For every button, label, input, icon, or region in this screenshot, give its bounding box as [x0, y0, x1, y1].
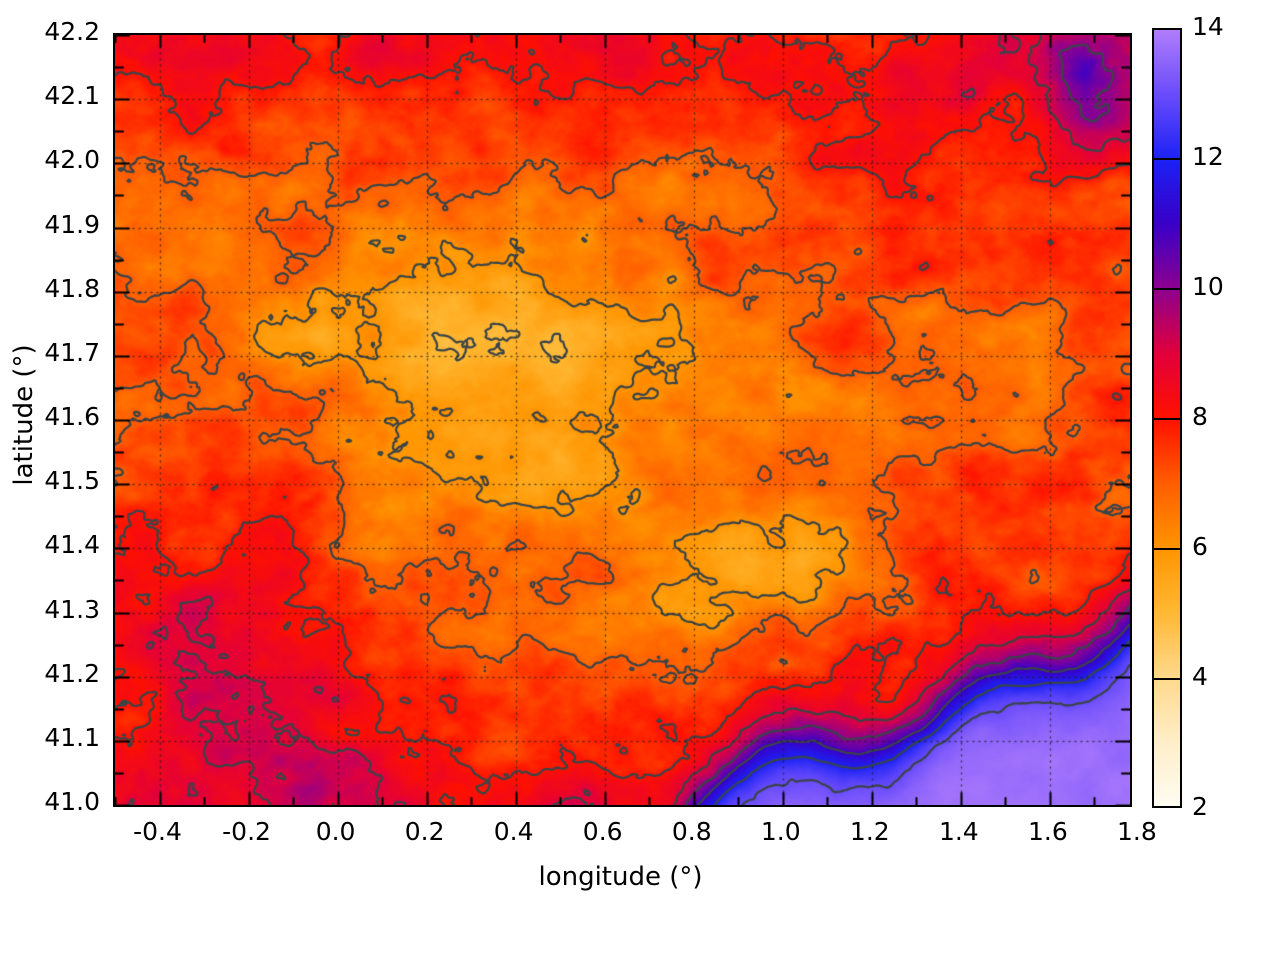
x-axis-label: longitude (°)	[538, 862, 703, 892]
x-tick-label: 0.8	[671, 817, 712, 846]
x-tick-label: 0.2	[404, 817, 445, 846]
y-tick-label: 41.4	[44, 530, 100, 560]
colorbar-tick-mark	[1152, 158, 1182, 160]
y-tick-label: 41.5	[44, 466, 100, 496]
y-tick-label: 41.1	[44, 722, 100, 752]
x-tick-label: 1.0	[760, 817, 801, 846]
colorbar-tick-mark	[1152, 288, 1182, 290]
y-tick-label: 41.3	[44, 594, 100, 624]
x-tick-label: 1.2	[849, 817, 890, 846]
y-tick-label: 41.6	[44, 402, 100, 431]
colorbar-tick-mark	[1152, 418, 1182, 420]
x-tick-label: 0.4	[493, 817, 534, 846]
y-tick-label: 41.8	[44, 273, 100, 303]
y-tick-label: 41.9	[44, 209, 100, 239]
x-tick-label: 1.6	[1027, 817, 1068, 846]
y-tick-label: 42.1	[44, 81, 100, 111]
x-tick-label: -0.2	[222, 817, 271, 846]
colorbar-tick-label: 10	[1192, 272, 1224, 301]
y-tick-label: 42.2	[44, 17, 100, 46]
colorbar-tick-label: 12	[1192, 142, 1224, 171]
x-tick-label: 1.4	[938, 817, 979, 846]
x-tick-label: -0.4	[133, 817, 182, 846]
y-tick-label: 42.0	[44, 145, 100, 175]
y-tick-label: 41.0	[44, 787, 100, 816]
x-tick-label: 0.6	[582, 817, 623, 846]
colorbar-tick-label: 6	[1192, 532, 1208, 561]
y-tick-label: 41.7	[44, 337, 100, 367]
colorbar-tick-label: 4	[1192, 662, 1208, 691]
y-axis-label: latitude (°)	[9, 344, 39, 486]
colorbar-tick-mark	[1152, 548, 1182, 550]
x-tick-label: 1.8	[1117, 817, 1157, 846]
colorbar-tick-mark	[1152, 678, 1182, 680]
heatmap-canvas	[115, 35, 1130, 805]
colorbar-tick-label: 14	[1192, 12, 1224, 41]
colorbar-tick-label: 8	[1192, 402, 1208, 431]
colorbar-tick-label: 2	[1192, 792, 1208, 821]
plot-area	[113, 33, 1132, 807]
y-tick-label: 41.2	[44, 658, 100, 688]
x-tick-label: 0.0	[315, 817, 356, 846]
